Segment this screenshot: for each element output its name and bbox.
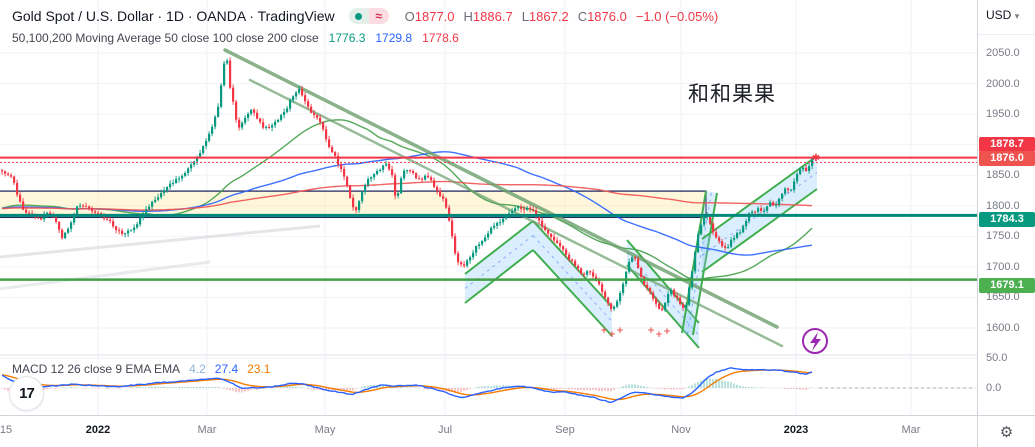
ma-indicator-label: 50,100,200 Moving Average 50 close 100 c… (12, 31, 319, 45)
macd-signal-value: 23.1 (247, 362, 271, 376)
close-label: C (577, 8, 588, 24)
macd-indicator-label: MACD 12 26 close 9 EMA EMA (12, 362, 181, 376)
market-open-dot-icon (355, 12, 363, 20)
plus-mark-icon: + (608, 330, 616, 340)
axis-settings-button[interactable]: ⚙ (977, 415, 1035, 447)
plus-mark-icon: + (600, 326, 608, 336)
price-tick-label: 1950.0 (986, 108, 1020, 121)
ohlc-values: O1877.0 H1886.7 L1867.2 C1876.0 −1.0 (−0… (405, 9, 719, 24)
time-tick-label: Mar (901, 424, 921, 436)
change-value: −1.0 (−0.05%) (635, 8, 719, 24)
price-level-badge: 1878.7 (979, 136, 1035, 152)
macd-indicator-legend[interactable]: MACD 12 26 close 9 EMA EMA 4.2 27.4 23.1 (12, 362, 270, 376)
time-tick-label: 2022 (85, 424, 111, 436)
axis-separator (978, 34, 1035, 35)
price-tick-label: 1750.0 (986, 230, 1020, 243)
price-level-badge: 1876.0 (979, 150, 1035, 166)
currency-dropdown[interactable]: USD ▾ (986, 8, 1020, 22)
macd-tick-label: 50.0 (986, 352, 1008, 364)
tradingview-logo[interactable]: 17 (9, 376, 44, 411)
gear-icon: ⚙ (999, 423, 1014, 441)
ma100-value: 1729.8 (375, 31, 413, 45)
time-tick-label: Sep (555, 424, 575, 436)
macd-tick-label: 0.0 (986, 382, 1002, 394)
chevron-down-icon: ▾ (1014, 11, 1020, 21)
price-tick-label: 2000.0 (986, 77, 1020, 90)
ma200-value: 1778.6 (422, 31, 459, 45)
time-tick-label: May (314, 424, 336, 436)
price-tick-label: 1700.0 (986, 260, 1020, 273)
low-value: 1867.2 (528, 8, 569, 24)
time-tick-label: 2023 (783, 424, 809, 436)
price-level-badge: 1679.1 (979, 277, 1035, 293)
high-label: H (463, 8, 473, 24)
plus-mark-icon: + (663, 327, 671, 337)
lightning-bolt-icon[interactable] (810, 332, 821, 351)
macd-line-value: 27.4 (214, 362, 239, 376)
approx-price-icon: ≈ (368, 8, 389, 24)
market-status-pill[interactable]: ≈ (348, 8, 389, 24)
symbol-title: Gold Spot / U.S. Dollar · 1D · OANDA · T… (12, 8, 335, 24)
time-tick-label: Mar (197, 424, 217, 436)
price-tick-label: 1850.0 (986, 169, 1020, 182)
time-tick-label: 15 (0, 424, 13, 436)
time-axis[interactable]: 15 2022 Mar May Jul Sep Nov 2023 Mar (0, 415, 977, 447)
time-tick-label: Jul (437, 424, 453, 436)
plus-mark-icon: + (655, 330, 663, 340)
symbol-legend[interactable]: Gold Spot / U.S. Dollar · 1D · OANDA · T… (12, 8, 718, 24)
chart-text-annotation[interactable]: 和和果果 (688, 83, 776, 106)
high-value: 1886.7 (472, 8, 513, 24)
price-tick-label: 1600.0 (986, 322, 1020, 334)
ma50-value: 1776.3 (328, 31, 366, 45)
macd-hist-value: 4.2 (189, 362, 206, 376)
star-mark-icon: ✱ (812, 153, 820, 164)
open-label: O (404, 8, 415, 24)
price-tick-label: 1650.0 (986, 291, 1020, 304)
ma-indicator-legend[interactable]: 50,100,200 Moving Average 50 close 100 c… (12, 31, 459, 45)
time-tick-label: Nov (671, 424, 691, 436)
price-tick-label: 2050.0 (986, 47, 1020, 59)
low-label: L (521, 8, 529, 24)
open-value: 1877.0 (414, 8, 455, 24)
plus-mark-icon: + (647, 326, 655, 336)
price-level-badge: 1784.3 (979, 211, 1035, 227)
price-axis[interactable]: USD ▾ 2050.02000.01950.01900.01850.01800… (977, 0, 1035, 447)
close-value: 1876.0 (587, 8, 627, 24)
plus-mark-icon: + (616, 326, 624, 336)
price-tick-label: 1800.0 (986, 199, 1020, 212)
